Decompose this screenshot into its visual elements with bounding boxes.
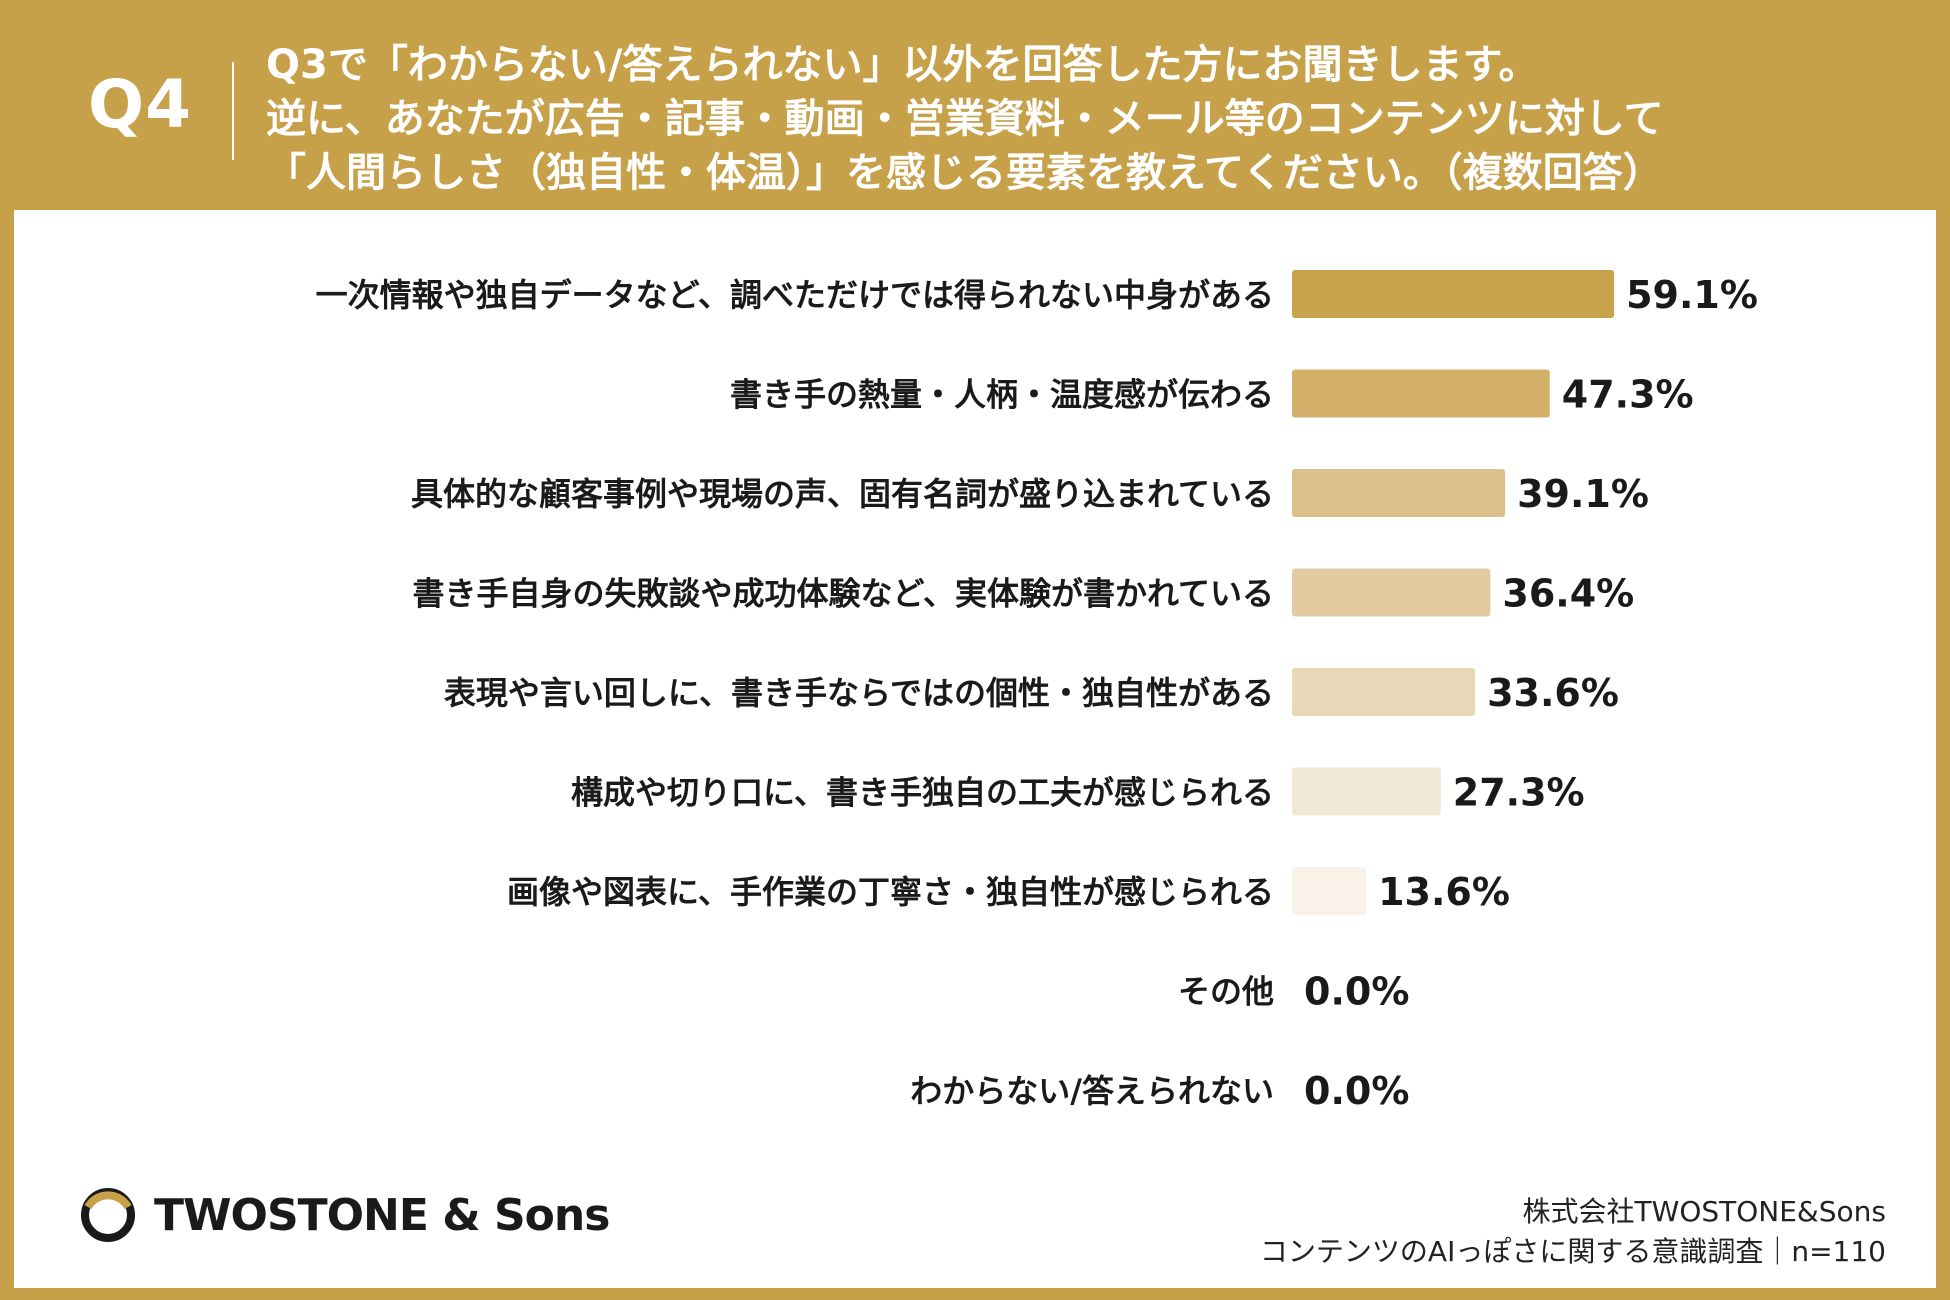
value-label: 33.6% xyxy=(1487,671,1619,715)
bar xyxy=(1292,270,1615,318)
value-label: 47.3% xyxy=(1562,373,1694,417)
logo-mark-icon xyxy=(81,1188,135,1242)
bar xyxy=(1292,369,1550,418)
question-number: Q4 xyxy=(88,66,193,143)
question-header: Q4 Q3で「わからない/答えられない」以外を回答した方にお聞きします。 逆に、… xyxy=(0,0,1950,210)
question-line-3: 「人間らしさ（独自性・体温）」を感じる要素を教えてください。（複数回答） xyxy=(266,150,1663,196)
bar-chart: 一次情報や独自データなど、調べただけでは得られない中身がある 59.1% 書き手の熱… xyxy=(316,270,1758,1113)
chart-panel xyxy=(14,210,1936,1288)
source-company: 株式会社TWOSTONE&Sons xyxy=(1522,1195,1886,1228)
value-label: 59.1% xyxy=(1626,273,1758,317)
source-note: 株式会社TWOSTONE&Sons コンテンツのAIっぽさに関する意識調査｜n=… xyxy=(1260,1192,1886,1272)
bar xyxy=(1292,568,1491,617)
category-label: わからない/答えられない xyxy=(910,1072,1274,1110)
bar xyxy=(1292,668,1476,716)
value-label: 0.0% xyxy=(1304,970,1409,1014)
value-label: 36.4% xyxy=(1502,572,1634,616)
category-label: 表現や言い回しに、書き手ならではの個性・独自性がある xyxy=(444,674,1274,712)
source-survey: コンテンツのAIっぽさに関する意識調査｜n=110 xyxy=(1259,1235,1886,1268)
category-label: 具体的な顧客事例や現場の声、固有名詞が盛り込まれている xyxy=(411,475,1274,513)
bar xyxy=(1292,767,1441,816)
logo-text: TWOSTONE & Sons xyxy=(154,1189,610,1241)
category-label: 一次情報や独自データなど、調べただけでは得られない中身がある xyxy=(316,276,1274,314)
company-logo: TWOSTONE & Sons xyxy=(78,1180,610,1250)
value-label: 27.3% xyxy=(1453,771,1585,815)
question-line-1: Q3で「わからない/答えられない」以外を回答した方にお聞きします。 xyxy=(266,42,1539,88)
question-line-2: 逆に、あなたが広告・記事・動画・営業資料・メール等のコンテンツに対して xyxy=(266,96,1664,142)
bar xyxy=(1292,469,1506,517)
category-label: 画像や図表に、手作業の丁寧さ・独自性が感じられる xyxy=(507,873,1274,911)
bar xyxy=(1292,867,1367,915)
category-label: 書き手自身の失敗談や成功体験など、実体験が書かれている xyxy=(413,575,1274,613)
category-label: 構成や切り口に、書き手独自の工夫が感じられる xyxy=(571,774,1274,812)
category-label: その他 xyxy=(1178,973,1274,1011)
value-label: 0.0% xyxy=(1304,1069,1409,1113)
value-label: 39.1% xyxy=(1517,472,1649,516)
header-divider xyxy=(232,62,234,160)
question-text: Q3で「わからない/答えられない」以外を回答した方にお聞きします。 逆に、あなた… xyxy=(266,38,1906,200)
value-label: 13.6% xyxy=(1378,870,1510,914)
category-label: 書き手の熱量・人柄・温度感が伝わる xyxy=(730,376,1274,414)
